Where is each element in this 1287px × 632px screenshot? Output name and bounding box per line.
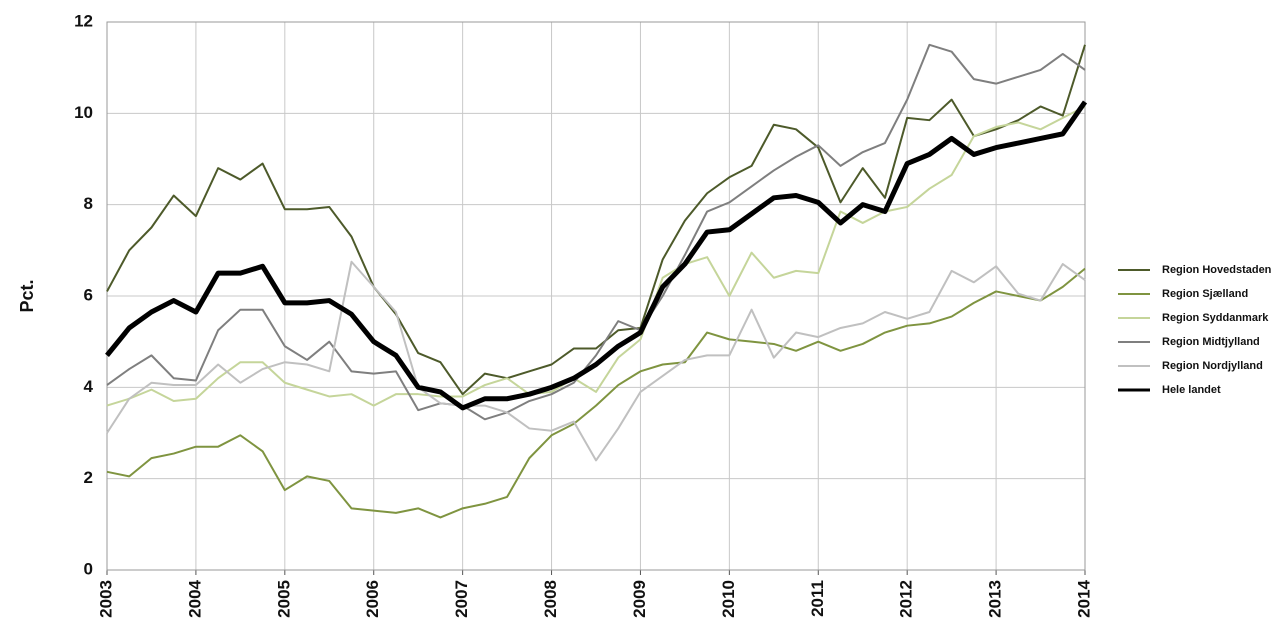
x-tick-label: 2005 (274, 580, 293, 618)
x-tick-label: 2003 (96, 580, 115, 618)
x-tick-label: 2006 (363, 580, 382, 618)
x-tick-label: 2014 (1074, 579, 1093, 617)
legend-label: Region Hovedstaden (1162, 264, 1272, 276)
x-tick-label: 2012 (897, 580, 916, 618)
legend-label: Region Sjælland (1162, 288, 1248, 300)
y-axis-label: Pct. (17, 279, 37, 312)
series-line (106, 44, 1086, 396)
x-tick-label: 2010 (719, 580, 738, 618)
legend-label: Region Syddanmark (1162, 312, 1269, 324)
x-tick-label: 2013 (986, 580, 1005, 618)
series-line (106, 260, 1086, 462)
y-tick-label: 0 (84, 559, 93, 578)
series-line (106, 43, 1086, 421)
x-tick-label: 2009 (630, 580, 649, 618)
legend-label: Region Midtjylland (1162, 336, 1260, 348)
legend-label: Region Nordjylland (1162, 360, 1263, 372)
x-tick-label: 2011 (808, 580, 827, 617)
series-line (105, 100, 1088, 411)
y-tick-label: 8 (84, 194, 93, 213)
y-tick-label: 4 (84, 377, 94, 396)
y-tick-label: 6 (84, 285, 93, 304)
x-tick-label: 2007 (452, 580, 471, 618)
y-tick-label: 10 (74, 103, 93, 122)
x-tick-label: 2004 (185, 579, 204, 617)
y-tick-label: 2 (84, 468, 93, 487)
y-tick-label: 12 (74, 11, 93, 30)
legend-label: Hele landet (1162, 384, 1221, 396)
series-line (106, 105, 1086, 407)
plot-frame (106, 21, 1086, 571)
x-tick-label: 2008 (541, 580, 560, 618)
series-line (106, 267, 1086, 519)
